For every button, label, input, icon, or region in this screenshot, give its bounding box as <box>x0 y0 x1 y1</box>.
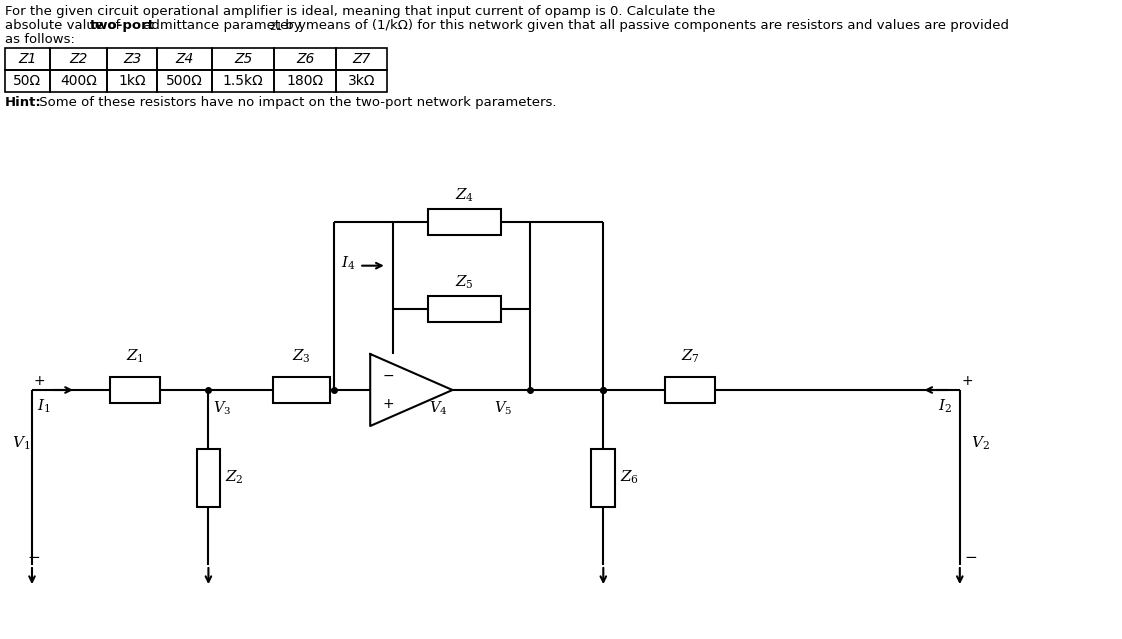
Bar <box>337 70 387 92</box>
Text: 3kΩ: 3kΩ <box>348 74 375 88</box>
Text: $Z_2$: $Z_2$ <box>224 469 243 486</box>
Bar <box>427 209 500 235</box>
Text: Z2: Z2 <box>70 52 88 66</box>
Text: $Z_3$: $Z_3$ <box>292 348 311 365</box>
Bar <box>591 449 615 507</box>
Text: For the given circuit operational amplifier is ideal, meaning that input current: For the given circuit operational amplif… <box>4 5 715 18</box>
Bar <box>274 48 337 70</box>
Text: admittance parameter y: admittance parameter y <box>139 19 306 32</box>
Text: 1.5kΩ: 1.5kΩ <box>223 74 264 88</box>
Bar <box>4 48 50 70</box>
Bar <box>107 70 157 92</box>
Text: $V_4$: $V_4$ <box>430 400 448 417</box>
Text: $Z_5$: $Z_5$ <box>454 274 473 291</box>
Bar <box>157 70 212 92</box>
Text: 500Ω: 500Ω <box>166 74 203 88</box>
Text: absolute value of: absolute value of <box>4 19 125 32</box>
Text: +: + <box>962 374 973 388</box>
Text: $I_2$: $I_2$ <box>938 398 953 415</box>
Text: Z4: Z4 <box>175 52 194 66</box>
Text: Some of these resistors have no impact on the two-port network parameters.: Some of these resistors have no impact o… <box>35 96 557 109</box>
Text: $V_3$: $V_3$ <box>213 400 231 417</box>
Bar <box>110 377 160 403</box>
Text: Z3: Z3 <box>123 52 141 66</box>
Bar <box>50 48 107 70</box>
Bar <box>196 449 220 507</box>
Text: $V_5$: $V_5$ <box>494 400 512 417</box>
Bar <box>212 48 274 70</box>
Text: $Z_7$: $Z_7$ <box>681 348 700 365</box>
Text: $V_1$: $V_1$ <box>12 435 30 452</box>
Text: $I_1$: $I_1$ <box>37 398 50 415</box>
Text: Z7: Z7 <box>352 52 370 66</box>
Text: 50Ω: 50Ω <box>13 74 42 88</box>
Bar <box>665 377 716 403</box>
Text: −: − <box>383 369 394 383</box>
Bar <box>337 48 387 70</box>
Text: Hint:: Hint: <box>4 96 42 109</box>
Text: Z6: Z6 <box>296 52 314 66</box>
Bar <box>4 70 50 92</box>
Bar <box>50 70 107 92</box>
Bar <box>212 70 274 92</box>
Bar <box>107 48 157 70</box>
Text: −: − <box>965 550 977 564</box>
Text: $Z_6$: $Z_6$ <box>619 469 638 486</box>
Bar <box>274 70 337 92</box>
Text: −: − <box>27 550 40 564</box>
Text: $I_4$: $I_4$ <box>341 255 356 272</box>
Bar <box>274 377 330 403</box>
Text: Z1: Z1 <box>18 52 37 66</box>
Text: +: + <box>34 374 46 388</box>
Text: two-port: two-port <box>90 19 155 32</box>
Text: as follows:: as follows: <box>4 33 74 46</box>
Text: 400Ω: 400Ω <box>61 74 96 88</box>
Text: 180Ω: 180Ω <box>287 74 324 88</box>
Text: 1kΩ: 1kΩ <box>118 74 146 88</box>
Text: $V_2$: $V_2$ <box>971 435 990 452</box>
Text: $Z_1$: $Z_1$ <box>126 348 145 365</box>
Bar <box>427 296 500 322</box>
Text: 21: 21 <box>269 22 283 32</box>
Text: +: + <box>383 397 394 411</box>
Bar <box>157 48 212 70</box>
Text: by means of (1/kΩ) for this network given that all passive components are resist: by means of (1/kΩ) for this network give… <box>280 19 1009 32</box>
Text: Z5: Z5 <box>234 52 252 66</box>
Text: $Z_4$: $Z_4$ <box>454 187 473 204</box>
